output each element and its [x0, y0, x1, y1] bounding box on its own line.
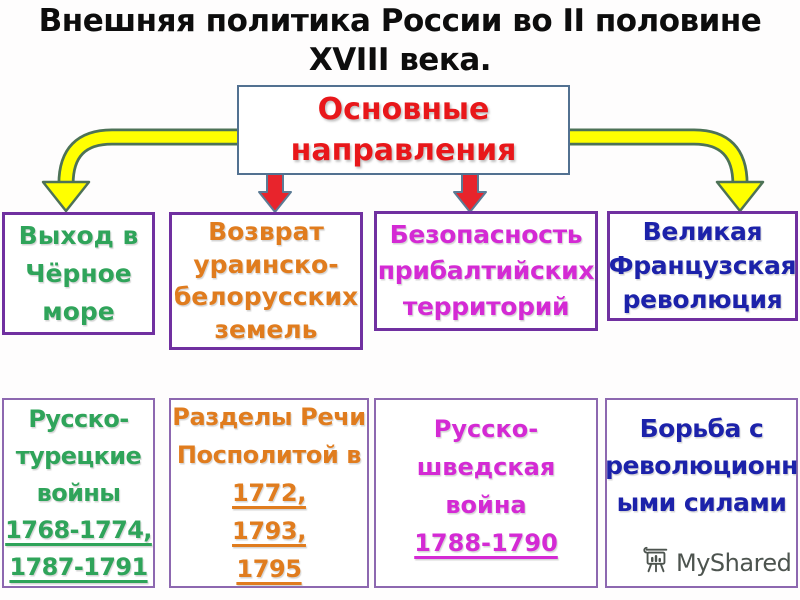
event-box-russo-swedish-war: Русско-шведская война 1788-1790: [374, 398, 598, 588]
text-line: Чёрное: [25, 258, 132, 288]
text-line: Великая: [642, 217, 763, 246]
direction-box-baltic-security: Безопасность прибалтийских территорий: [374, 211, 598, 331]
event-box-revolutionary-forces: Борьба с революционн ыми силами: [605, 398, 798, 588]
text-line: Посполитой в: [176, 441, 362, 469]
slide-title-line1: Внешняя политика России во II половине: [38, 3, 762, 39]
text-line: Французская: [608, 251, 797, 280]
text-line: море: [42, 296, 115, 326]
red-arrow-down-left: [258, 169, 292, 213]
text-line: Возврат: [208, 217, 324, 246]
slide-title-line2: XVIII века.: [308, 42, 492, 78]
myshared-watermark-label: MyShared: [676, 549, 792, 577]
myshared-watermark-link[interactable]: MyShared: [641, 544, 792, 582]
text-line: земель: [214, 314, 318, 344]
text-line: Борьба с: [639, 414, 764, 443]
text-line: 1788-1790: [414, 529, 558, 557]
text-line: 1787-1791: [9, 552, 148, 581]
text-line: ураинско-: [193, 249, 339, 279]
text-line: прибалтийских: [377, 256, 595, 285]
red-arrow-down-right: [453, 169, 487, 213]
text-line: революция: [622, 285, 783, 314]
direction-box-french-revolution: Великая Французская революция: [607, 211, 798, 321]
event-box-russo-turkish-wars: Русско-турецкие войны 1768-1774, 1787-1791: [2, 398, 155, 588]
text-line: белорусских: [173, 282, 359, 311]
text-line: территорий: [402, 292, 570, 321]
text-line: ыми силами: [616, 488, 787, 517]
text-line: 1793,: [232, 517, 306, 545]
text-line: Русско-: [433, 415, 539, 443]
text-line: 1795: [236, 555, 302, 583]
text-line: 1768-1774,: [5, 515, 152, 544]
text-line: Безопасность: [389, 220, 583, 249]
yellow-arrow-right: [558, 128, 765, 213]
easel-presentation-icon: [641, 545, 671, 581]
text-line: турецкие: [15, 441, 142, 470]
direction-box-black-sea: Выход в Чёрное море: [2, 212, 155, 335]
event-box-partitions-of-poland: Разделы Речи Посполитой в 1772, 1793, 1795: [169, 398, 369, 588]
yellow-arrow-left: [41, 128, 249, 213]
text-line: 1772,: [232, 479, 306, 507]
text-line: Русско-: [28, 404, 129, 433]
slide-title: Внешняя политика России во II половине X…: [0, 0, 800, 80]
text-line: войны: [36, 478, 121, 507]
text-line: революционн: [605, 451, 798, 480]
main-directions-box: Основные направления: [237, 85, 570, 175]
text-line: война: [445, 491, 527, 519]
main-directions-label: Основные направления: [290, 92, 517, 168]
text-line: шведская: [416, 453, 556, 481]
text-line: Выход в: [18, 220, 139, 250]
direction-box-ukraine-belarus: Возврат ураинско-белорусских земель: [169, 212, 363, 350]
text-line: Разделы Речи: [172, 403, 366, 431]
